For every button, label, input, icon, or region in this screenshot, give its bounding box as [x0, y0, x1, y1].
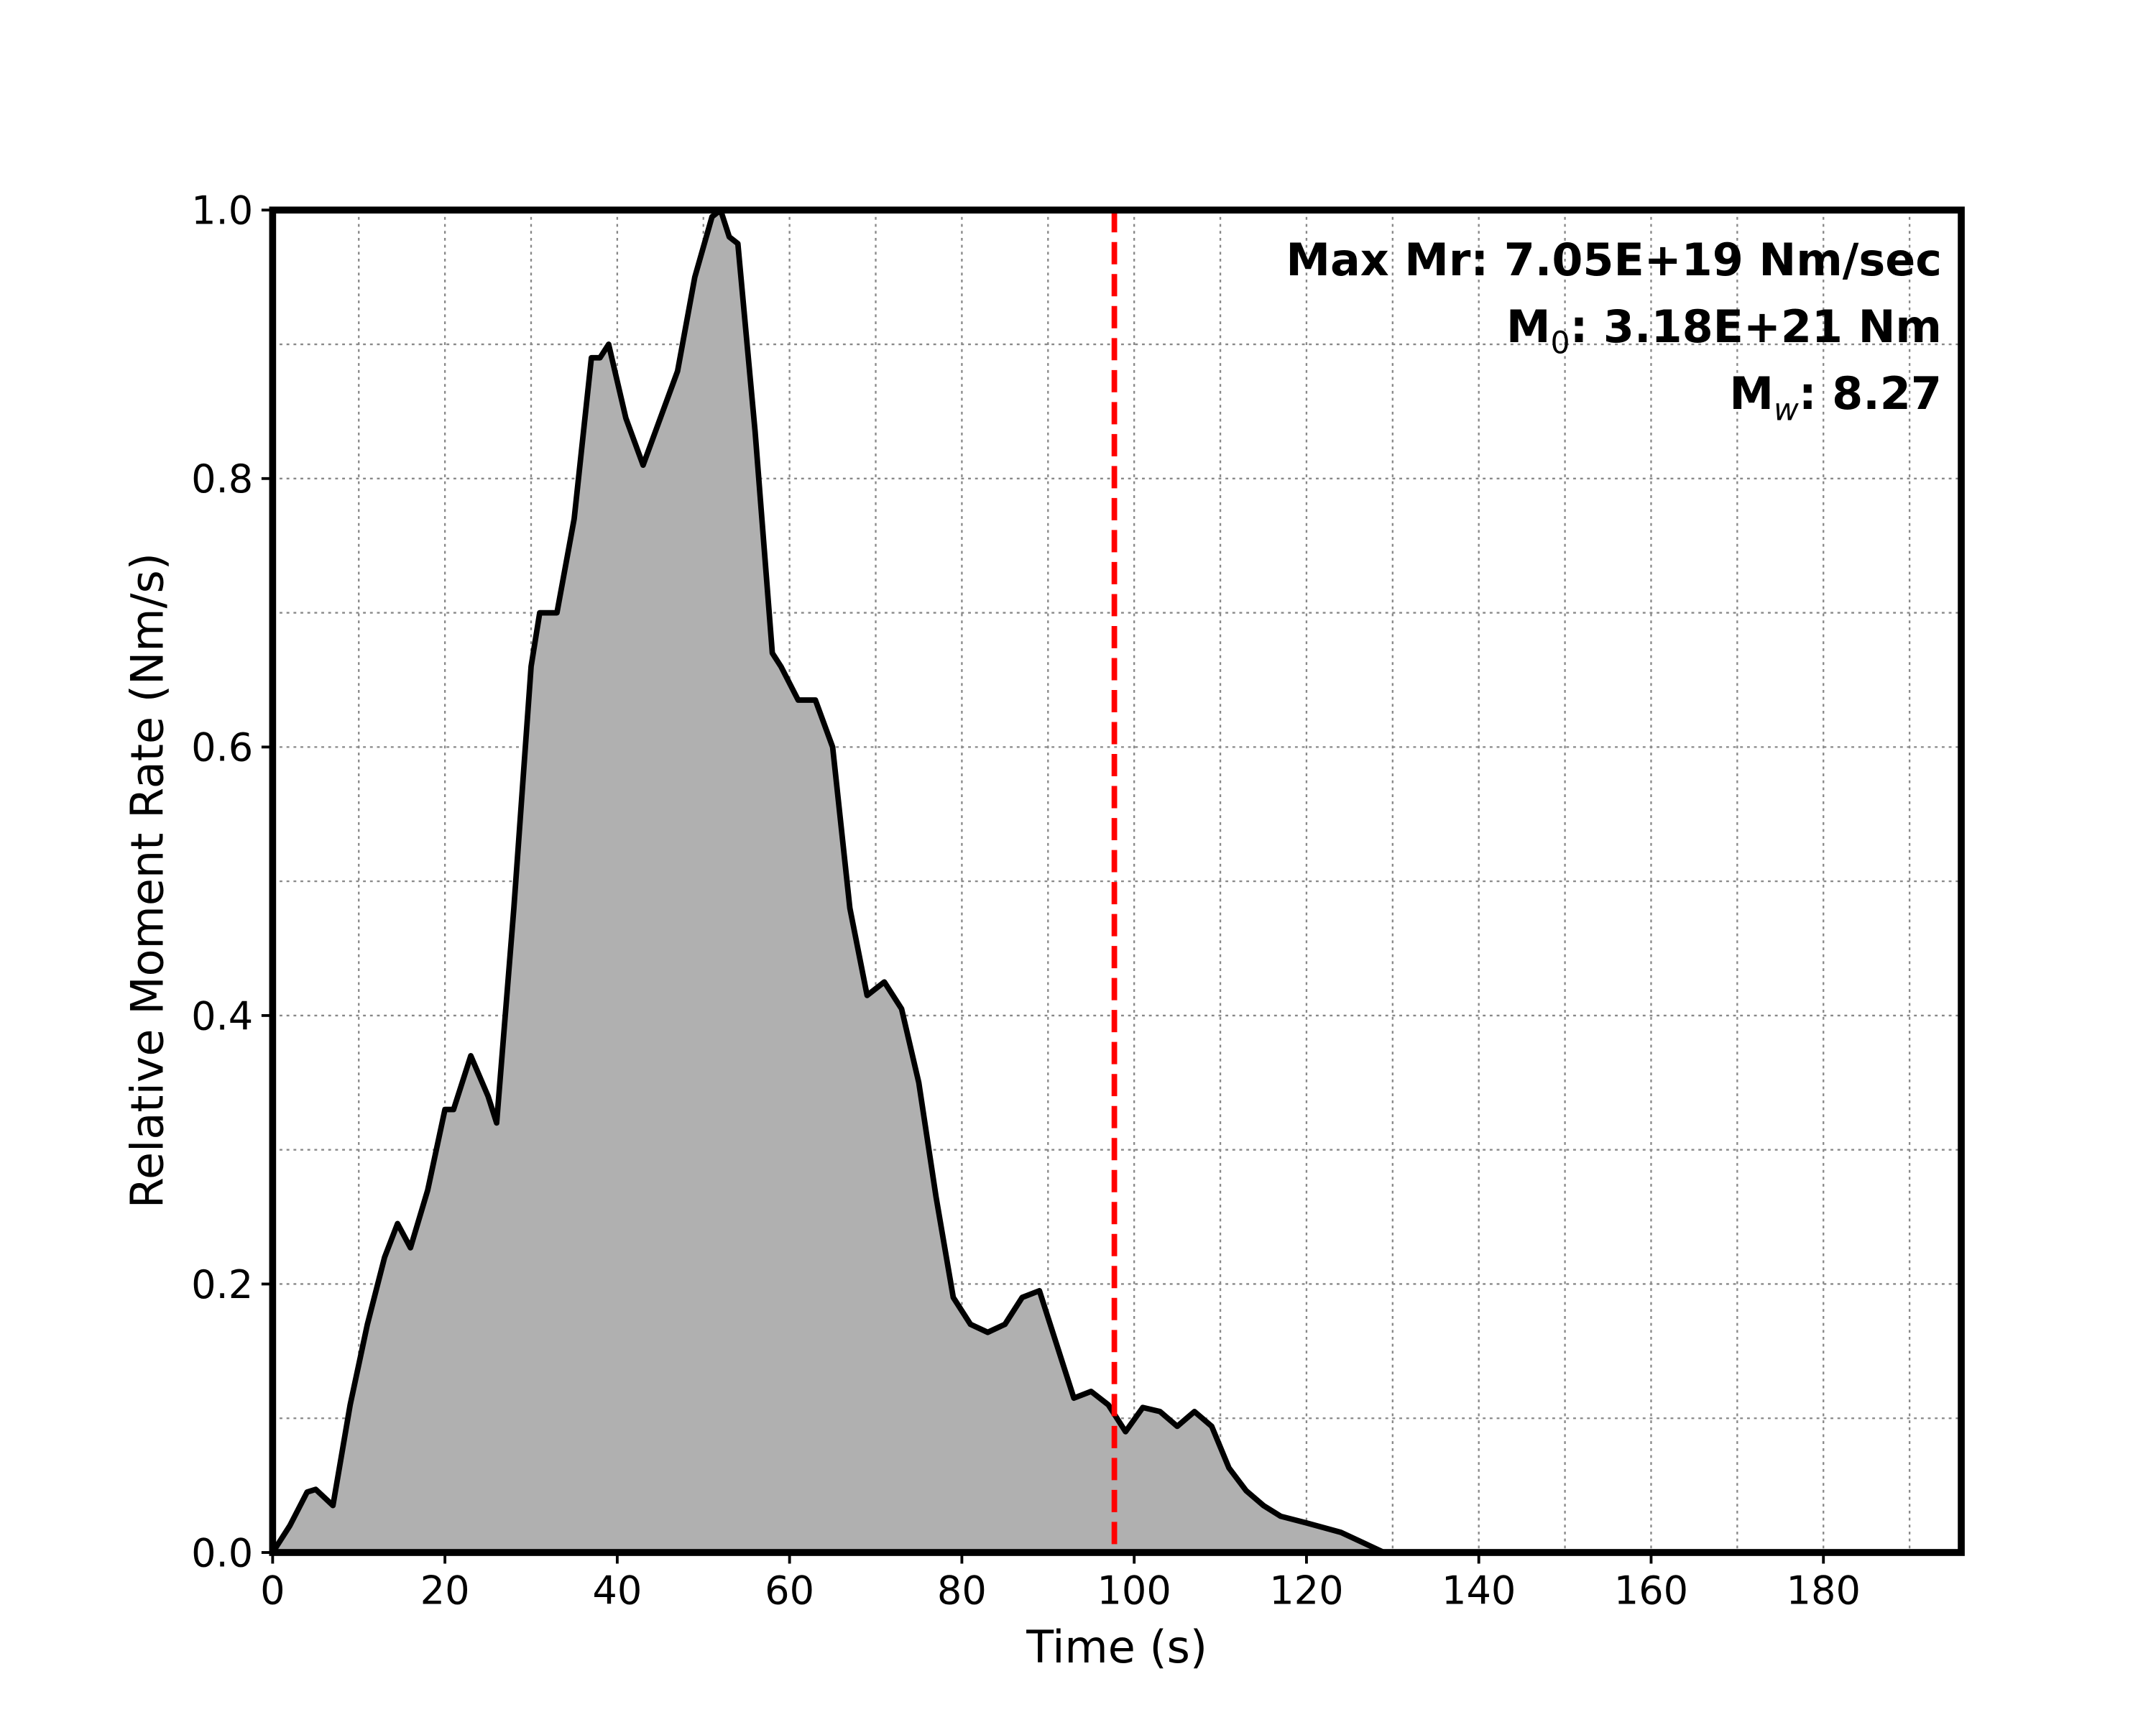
- annotation-base: M: [1729, 368, 1774, 420]
- x-axis-label: Time (s): [1026, 1622, 1207, 1673]
- x-tick-label: 100: [1097, 1568, 1171, 1614]
- x-tick-label: 140: [1442, 1568, 1516, 1614]
- y-axis-label: Relative Moment Rate (Nm/s): [121, 553, 173, 1208]
- annotation-base: M: [1506, 301, 1551, 353]
- y-tick-label: 0.8: [191, 456, 253, 502]
- x-tick-label: 180: [1787, 1568, 1861, 1614]
- x-tick-label: 40: [592, 1568, 642, 1614]
- annotation-sub: w: [1774, 392, 1799, 428]
- annotation: M0: 3.18E+21 Nm: [1506, 301, 1942, 361]
- y-tick-label: 1.0: [191, 188, 253, 234]
- y-tick-label: 0.4: [191, 993, 253, 1039]
- annotation-sub: 0: [1550, 326, 1570, 362]
- line: [270, 207, 1953, 1555]
- x-tick-label: 120: [1269, 1568, 1343, 1614]
- annotation-text: Max Mr: 7.05E+19 Nm/sec: [1286, 234, 1942, 286]
- annotation: Mw: 8.27: [1729, 368, 1942, 428]
- annotation-text: : 8.27: [1799, 368, 1942, 420]
- annotation: Max Mr: 7.05E+19 Nm/sec: [1286, 234, 1942, 286]
- x-tick-label: 20: [420, 1568, 470, 1614]
- x-tick-label: 160: [1614, 1568, 1688, 1614]
- area: [272, 210, 1953, 1552]
- y-tick-label: 0.0: [191, 1530, 253, 1576]
- annotation-text: : 3.18E+21 Nm: [1570, 301, 1942, 353]
- x-tick-label: 80: [937, 1568, 987, 1614]
- plot-frame: [269, 206, 1965, 1556]
- y-tick-label: 0.6: [191, 725, 253, 770]
- y-tick-label: 0.2: [191, 1262, 253, 1307]
- x-tick-label: 60: [765, 1568, 814, 1614]
- x-tick-label: 0: [260, 1568, 285, 1614]
